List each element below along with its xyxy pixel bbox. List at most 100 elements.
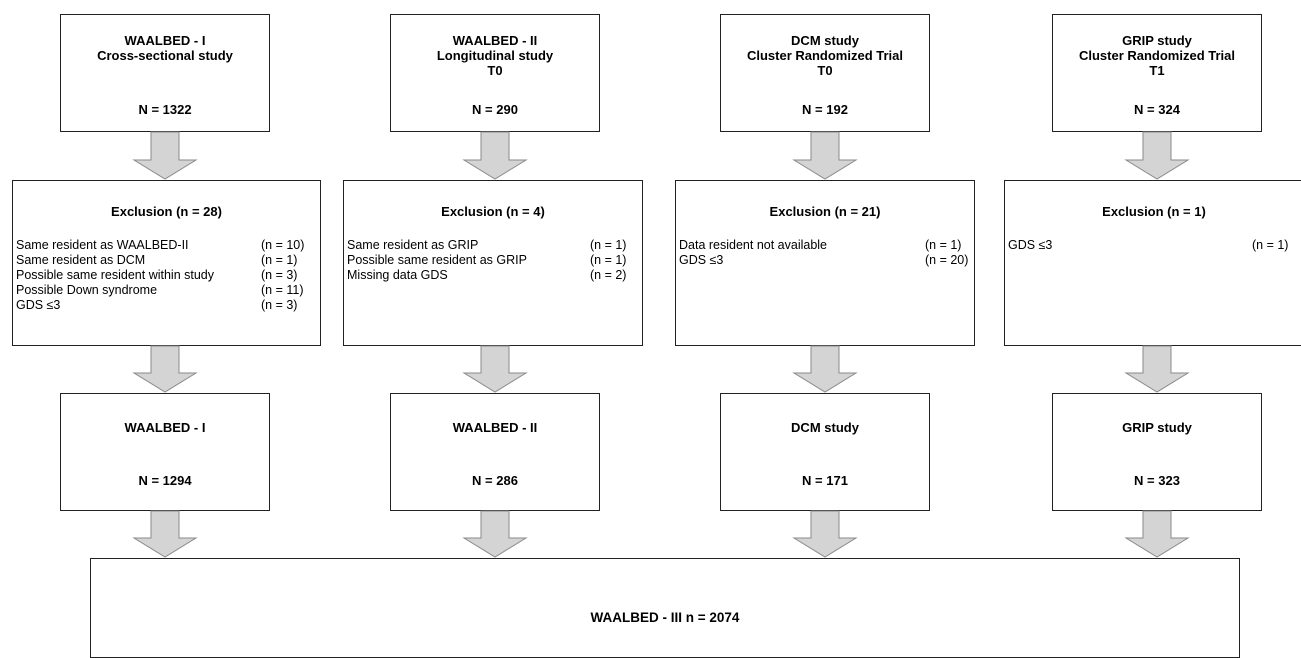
study-title-line: Cluster Randomized Trial bbox=[1078, 48, 1236, 63]
exclusion-reason: Possible same resident within study bbox=[16, 268, 215, 282]
study-title-line: T0 bbox=[487, 63, 503, 78]
exclusion-list: Data resident not available (n = 1) GDS … bbox=[679, 238, 968, 268]
exclusion-reason: GDS ≤3 bbox=[679, 253, 724, 267]
study-n-label: N = 324 bbox=[1134, 102, 1180, 117]
study-box-waalbed-1: WAALBED - I Cross-sectional study N = 13… bbox=[60, 14, 270, 132]
study-title: DCM study Cluster Randomized Trial T0 bbox=[721, 33, 929, 78]
exclusion-reason: Possible Down syndrome bbox=[16, 283, 158, 297]
down-arrow-shape bbox=[462, 510, 528, 558]
study-title-line: Cross-sectional study bbox=[97, 48, 233, 63]
final-combined-label: WAALBED - III n = 2074 bbox=[590, 610, 740, 625]
down-arrow-shape bbox=[132, 131, 198, 180]
exclusion-list: Same resident as WAALBED-II (n = 10) Sam… bbox=[16, 238, 314, 313]
exclusion-reason: Missing data GDS bbox=[347, 268, 448, 282]
exclusion-row: Same resident as WAALBED-II (n = 10) bbox=[16, 238, 314, 253]
exclusion-list: GDS ≤3 (n = 1) bbox=[1008, 238, 1297, 253]
exclusion-title: Exclusion (n = 4) bbox=[441, 204, 545, 219]
down-arrow-shape bbox=[1124, 345, 1190, 393]
exclusion-count: (n = 1) bbox=[1252, 238, 1289, 252]
exclusion-box-dcm: Exclusion (n = 21) Data resident not ava… bbox=[675, 180, 975, 346]
result-title: DCM study bbox=[791, 420, 859, 435]
exclusion-count: (n = 1) bbox=[590, 238, 627, 252]
down-arrow-shape bbox=[792, 510, 858, 558]
exclusion-row: Same resident as GRIP (n = 1) bbox=[347, 238, 636, 253]
result-title: WAALBED - I bbox=[124, 420, 206, 435]
down-arrow-icon bbox=[132, 131, 198, 180]
exclusion-reason: Same resident as GRIP bbox=[347, 238, 479, 252]
exclusion-list: Same resident as GRIP (n = 1) Possible s… bbox=[347, 238, 636, 283]
down-arrow-shape bbox=[462, 131, 528, 180]
down-arrow-icon bbox=[1124, 131, 1190, 180]
exclusion-title: Exclusion (n = 1) bbox=[1102, 204, 1206, 219]
down-arrow-icon bbox=[792, 131, 858, 180]
study-title-line: Cluster Randomized Trial bbox=[746, 48, 904, 63]
result-title: GRIP study bbox=[1122, 420, 1192, 435]
exclusion-row: Possible Down syndrome (n = 11) bbox=[16, 283, 314, 298]
exclusion-row: GDS ≤3 (n = 20) bbox=[679, 253, 968, 268]
exclusion-reason: Same resident as WAALBED-II bbox=[16, 238, 189, 252]
study-n-label: N = 1322 bbox=[138, 102, 192, 117]
result-box-waalbed-1: WAALBED - I N = 1294 bbox=[60, 393, 270, 511]
study-title: WAALBED - I Cross-sectional study bbox=[61, 33, 269, 63]
down-arrow-shape bbox=[792, 345, 858, 393]
exclusion-row: GDS ≤3 (n = 1) bbox=[1008, 238, 1297, 253]
exclusion-reason: GDS ≤3 bbox=[16, 298, 61, 312]
study-box-dcm: DCM study Cluster Randomized Trial T0 N … bbox=[720, 14, 930, 132]
exclusion-count: (n = 20) bbox=[925, 253, 969, 267]
exclusion-reason: Same resident as DCM bbox=[16, 253, 146, 267]
exclusion-count: (n = 2) bbox=[590, 268, 627, 282]
down-arrow-shape bbox=[1124, 131, 1190, 180]
final-combined-box: WAALBED - III n = 2074 bbox=[90, 558, 1240, 658]
study-n-label: N = 192 bbox=[802, 102, 848, 117]
result-box-grip: GRIP study N = 323 bbox=[1052, 393, 1262, 511]
down-arrow-shape bbox=[1124, 510, 1190, 558]
study-title-line: T0 bbox=[817, 63, 833, 78]
study-title-line: WAALBED - II bbox=[452, 33, 538, 48]
exclusion-count: (n = 1) bbox=[925, 238, 962, 252]
study-title: GRIP study Cluster Randomized Trial T1 bbox=[1053, 33, 1261, 78]
exclusion-count: (n = 1) bbox=[590, 253, 627, 267]
exclusion-row: Same resident as DCM (n = 1) bbox=[16, 253, 314, 268]
exclusion-count: (n = 1) bbox=[261, 253, 298, 267]
exclusion-row: Missing data GDS (n = 2) bbox=[347, 268, 636, 283]
down-arrow-icon bbox=[1124, 345, 1190, 393]
result-box-dcm: DCM study N = 171 bbox=[720, 393, 930, 511]
result-n-label: N = 1294 bbox=[138, 473, 192, 488]
exclusion-row: Possible same resident within study (n =… bbox=[16, 268, 314, 283]
exclusion-reason: Possible same resident as GRIP bbox=[347, 253, 527, 267]
study-title-line: WAALBED - I bbox=[124, 33, 206, 48]
down-arrow-shape bbox=[792, 131, 858, 180]
down-arrow-icon bbox=[462, 345, 528, 393]
down-arrow-icon bbox=[462, 510, 528, 558]
down-arrow-icon bbox=[132, 510, 198, 558]
down-arrow-icon bbox=[1124, 510, 1190, 558]
exclusion-count: (n = 10) bbox=[261, 238, 305, 252]
exclusion-title: Exclusion (n = 21) bbox=[769, 204, 881, 219]
exclusion-reason: GDS ≤3 bbox=[1008, 238, 1053, 252]
study-title-line: Longitudinal study bbox=[436, 48, 554, 63]
exclusion-box-waalbed-2: Exclusion (n = 4) Same resident as GRIP … bbox=[343, 180, 643, 346]
result-n-label: N = 171 bbox=[802, 473, 848, 488]
exclusion-count: (n = 3) bbox=[261, 298, 298, 312]
exclusion-count: (n = 3) bbox=[261, 268, 298, 282]
down-arrow-shape bbox=[132, 345, 198, 393]
result-box-waalbed-2: WAALBED - II N = 286 bbox=[390, 393, 600, 511]
down-arrow-shape bbox=[462, 345, 528, 393]
down-arrow-icon bbox=[132, 345, 198, 393]
exclusion-count: (n = 11) bbox=[261, 283, 304, 297]
exclusion-row: Possible same resident as GRIP (n = 1) bbox=[347, 253, 636, 268]
exclusion-reason: Data resident not available bbox=[679, 238, 828, 252]
exclusion-box-grip: Exclusion (n = 1) GDS ≤3 (n = 1) bbox=[1004, 180, 1301, 346]
study-title: WAALBED - II Longitudinal study T0 bbox=[391, 33, 599, 78]
exclusion-row: GDS ≤3 (n = 3) bbox=[16, 298, 314, 313]
study-title-line: GRIP study bbox=[1122, 33, 1192, 48]
study-title-line: DCM study bbox=[791, 33, 859, 48]
down-arrow-shape bbox=[132, 510, 198, 558]
study-title-line: T1 bbox=[1149, 63, 1165, 78]
result-n-label: N = 323 bbox=[1134, 473, 1180, 488]
study-n-label: N = 290 bbox=[472, 102, 518, 117]
down-arrow-icon bbox=[792, 345, 858, 393]
exclusion-box-waalbed-1: Exclusion (n = 28) Same resident as WAAL… bbox=[12, 180, 321, 346]
study-box-grip: GRIP study Cluster Randomized Trial T1 N… bbox=[1052, 14, 1262, 132]
exclusion-title: Exclusion (n = 28) bbox=[111, 204, 222, 219]
